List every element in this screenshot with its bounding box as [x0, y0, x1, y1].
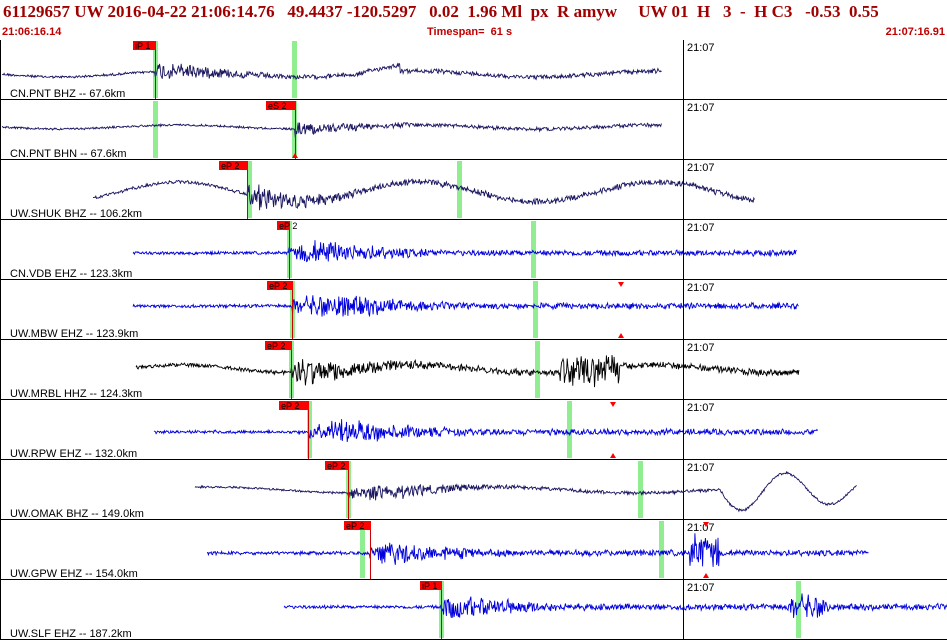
station-label: CN.PNT BHZ -- 67.6km [10, 88, 125, 100]
window-marker [457, 161, 462, 218]
waveform [194, 470, 857, 513]
time-mark-label: 21:07 [687, 402, 715, 414]
start-time: 21:06:16.14 [2, 26, 62, 38]
event-summary-title: 61129657 UW 2016-04-22 21:06:14.76 49.44… [3, 2, 879, 21]
window-marker [567, 401, 572, 458]
phase-pick-flag[interactable] [267, 281, 293, 290]
phase-pick-label: eP 2 [346, 521, 364, 531]
phase-pick-label: iP 1 [422, 581, 437, 591]
time-mark-label: 21:07 [687, 342, 715, 354]
trace-panel[interactable]: 21:07 eS 2 CN.PNT BHN -- 67.6km [0, 100, 947, 160]
amplitude-marker-down [703, 522, 709, 527]
trace-panel[interactable]: 21:07 iP 1 CN.PNT BHZ -- 67.6km [0, 40, 947, 100]
phase-pick-flag[interactable] [325, 461, 349, 470]
station-label: UW.MBW EHZ -- 123.9km [10, 328, 138, 340]
station-label: CN.VDB EHZ -- 123.3km [10, 268, 132, 280]
time-mark-label: 21:07 [687, 42, 715, 54]
waveform [92, 178, 755, 211]
phase-pick-flag[interactable] [266, 101, 296, 110]
waveform [283, 593, 947, 618]
timespan-label: Timespan= 61 s [427, 26, 513, 38]
phase-pick-flag[interactable] [420, 581, 442, 590]
trace-panels: 21:07 iP 1 CN.PNT BHZ -- 67.6km 21:07 eS 2 CN… [0, 40, 947, 640]
station-label: UW.SHUK BHZ -- 106.2km [10, 208, 142, 220]
trace-panel[interactable]: 21:07 eP 2 CN.VDB EHZ -- 123.3km [0, 220, 947, 280]
waveform [1, 121, 662, 138]
window-marker [533, 281, 538, 338]
station-label: CN.PNT BHN -- 67.6km [10, 148, 127, 160]
window-marker [531, 221, 536, 278]
time-mark-label: 21:07 [687, 102, 715, 114]
station-label: UW.GPW EHZ -- 154.0km [10, 568, 138, 580]
phase-pick-label: eP 2 [267, 341, 285, 351]
seismogram-header: 61129657 UW 2016-04-22 21:06:14.76 49.44… [0, 0, 947, 40]
station-label: UW.MRBL HHZ -- 124.3km [10, 388, 142, 400]
trace-panel[interactable]: 21:07 eP 2 UW.RPW EHZ -- 132.0km [0, 400, 947, 460]
end-time: 21:07:16.91 [885, 26, 945, 38]
phase-pick-flag[interactable] [277, 221, 290, 230]
time-mark-label: 21:07 [687, 462, 715, 474]
phase-pick-flag[interactable] [265, 341, 292, 350]
phase-pick-label: eP 2 [327, 461, 345, 471]
time-mark-label: 21:07 [687, 282, 715, 294]
phase-pick-label: eS 2 [268, 101, 287, 111]
trace-panel[interactable]: 21:07 eP 2 UW.MRBL HHZ -- 124.3km [0, 340, 947, 400]
amplitude-marker-up [292, 153, 298, 158]
time-mark-label: 21:07 [687, 162, 715, 174]
amplitude-marker-up [618, 333, 624, 338]
phase-pick-flag[interactable] [219, 161, 248, 170]
waveform [132, 295, 799, 318]
phase-pick-label: eP 2 [269, 281, 287, 291]
waveform [132, 240, 797, 263]
trace-panel[interactable]: 21:07 iP 1 UW.SLF EHZ -- 187.2km [0, 580, 947, 640]
window-marker [638, 461, 643, 518]
phase-pick-label: eP 2 [279, 221, 297, 231]
window-marker [307, 401, 312, 458]
time-mark-label: 21:07 [687, 522, 715, 534]
time-mark-label: 21:07 [687, 222, 715, 234]
window-marker [535, 341, 540, 398]
waveform [206, 533, 869, 567]
window-marker [153, 101, 158, 158]
phase-pick-label: eP 2 [221, 161, 239, 171]
window-marker [360, 521, 365, 578]
waveform [1, 62, 662, 81]
window-marker [796, 581, 801, 638]
waveform [135, 355, 800, 388]
amplitude-marker-up [610, 453, 616, 458]
amplitude-marker-up [703, 573, 709, 578]
phase-pick-flag[interactable] [133, 41, 156, 50]
window-marker [292, 41, 297, 98]
window-marker [659, 521, 664, 578]
trace-panel[interactable]: 21:07 eP 2 UW.OMAK BHZ -- 149.0km [0, 460, 947, 520]
station-label: UW.SLF EHZ -- 187.2km [10, 628, 132, 640]
phase-pick-flag[interactable] [279, 401, 309, 410]
phase-pick-label: eP 2 [281, 401, 299, 411]
phase-pick-label: iP 1 [135, 41, 150, 51]
phase-pick-flag[interactable] [344, 521, 371, 530]
amplitude-marker-down [610, 402, 616, 407]
amplitude-marker-down [618, 282, 624, 287]
time-mark-label: 21:07 [687, 582, 715, 594]
trace-panel[interactable]: 21:07 eP 2 UW.SHUK BHZ -- 106.2km [0, 160, 947, 220]
station-label: UW.OMAK BHZ -- 149.0km [10, 508, 144, 520]
station-label: UW.RPW EHZ -- 132.0km [10, 448, 137, 460]
waveform [153, 419, 818, 442]
trace-panel[interactable]: 21:07 eP 2 UW.GPW EHZ -- 154.0km [0, 520, 947, 580]
trace-panel[interactable]: 21:07 eP 2 UW.MBW EHZ -- 123.9km [0, 280, 947, 340]
seismogram-traces: 21:07 iP 1 CN.PNT BHZ -- 67.6km 21:07 eS 2 CN… [0, 40, 947, 640]
